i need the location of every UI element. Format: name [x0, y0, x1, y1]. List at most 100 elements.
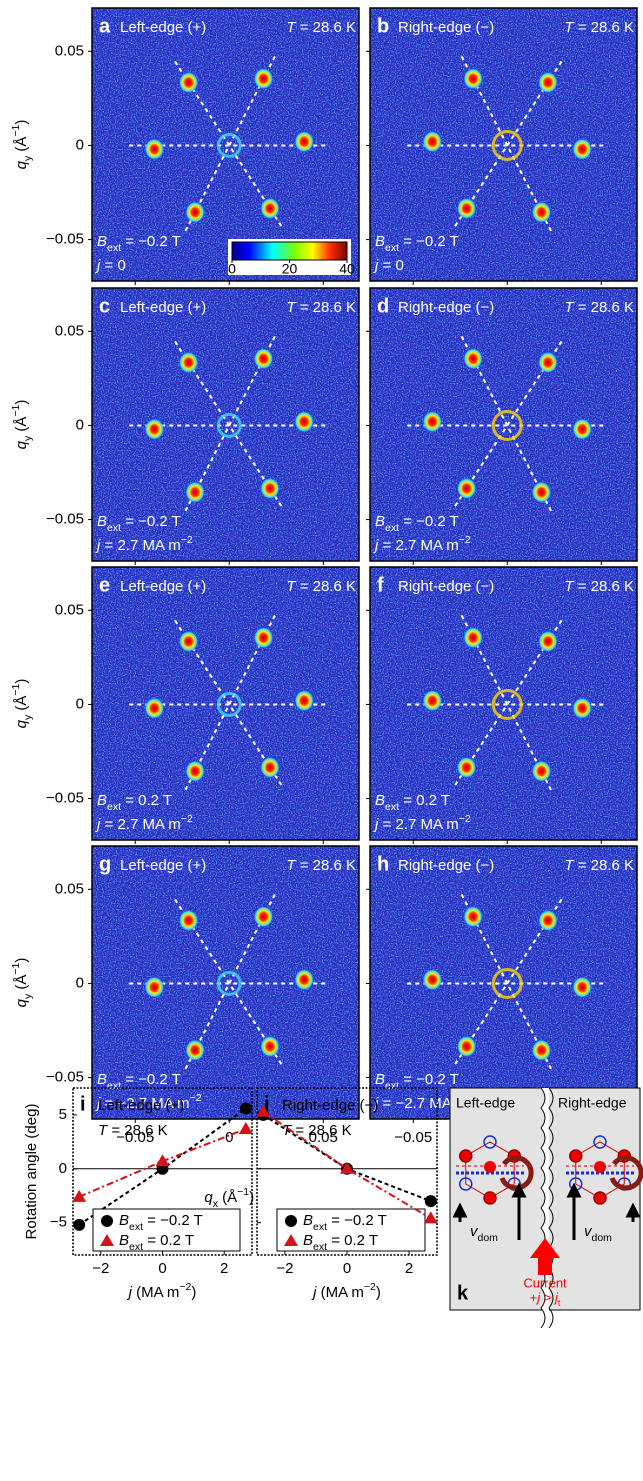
- y-tick-label: 0.05: [55, 601, 84, 618]
- y-tick-label: 0: [76, 974, 84, 991]
- current-label: j = 2.7 MA m−2: [95, 813, 193, 833]
- x-axis-label-part: −1: [237, 1186, 249, 1198]
- temperature-label: T = 28.6 K: [286, 299, 356, 316]
- temperature-label: T = 28.6 K: [564, 578, 634, 595]
- bragg-spot: [572, 976, 593, 999]
- bragg-spot: [294, 130, 315, 153]
- legend-box: [92, 1208, 241, 1252]
- field-label: Bext = −0.2 T: [375, 513, 459, 534]
- temperature-label-part: T: [564, 299, 575, 316]
- field-label-part: B: [375, 233, 385, 250]
- chart-title: Right-edge (−): [282, 1097, 378, 1114]
- current-label: j = 2.7 MA m−2: [373, 534, 471, 554]
- bragg-spot: [422, 689, 443, 712]
- bragg-spot: [572, 697, 593, 720]
- beam-ring: [491, 129, 523, 161]
- temperature-label-part: T: [564, 19, 575, 36]
- beam-ring: [216, 132, 242, 158]
- field-label-part: B: [375, 513, 385, 530]
- x-axis-label-part: (MA m: [316, 1284, 364, 1301]
- bragg-spot: [259, 197, 280, 220]
- bragg-spot: [456, 477, 477, 500]
- y-axis-label-part: (Å: [13, 975, 30, 994]
- temperature-label: T = 28.6 K: [286, 857, 356, 874]
- bragg-spot: [456, 1035, 477, 1058]
- bragg-spot: [185, 1039, 206, 1062]
- x-tick-label: 0: [158, 1260, 166, 1277]
- x-axis-label-part: ): [191, 1284, 196, 1301]
- skyrmion: [594, 1161, 606, 1173]
- rotation-arrow: [609, 1155, 643, 1191]
- y-axis-label: qy (Å−1): [10, 958, 34, 1008]
- legend-label-part: = −0.2 T: [143, 1212, 203, 1229]
- bragg-spot: [144, 418, 165, 441]
- temperature-label-part: = 28.6 K: [296, 299, 356, 316]
- bragg-spot: [531, 1039, 552, 1062]
- bragg-spot: [253, 626, 274, 649]
- x-axis-label-part: −2: [179, 1281, 191, 1293]
- field-label-part: ext: [107, 522, 121, 534]
- x-axis-label: j (MA m−2): [127, 1281, 197, 1301]
- data-point: [155, 1154, 170, 1167]
- legend-marker: [284, 1234, 298, 1246]
- skyrmion: [459, 1149, 473, 1163]
- bragg-spot: [144, 976, 165, 999]
- current-label-part: −2: [181, 534, 193, 546]
- bragg-spot: [531, 481, 552, 504]
- temperature-label-part: = 28.6 K: [574, 578, 634, 595]
- plot-frame: [256, 1087, 438, 1256]
- x-tick-label: −0.05: [116, 1129, 154, 1146]
- field-label-part: B: [97, 1071, 107, 1088]
- bragg-spot: [463, 347, 484, 370]
- y-tick-label: −0.05: [46, 511, 84, 528]
- legend-label-part: = −0.2 T: [327, 1212, 387, 1229]
- temperature-label-part: = 28.6 K: [296, 578, 356, 595]
- y-tick-label: 5: [59, 1106, 67, 1123]
- field-label-part: B: [97, 233, 107, 250]
- field-label-part: ext: [385, 801, 399, 813]
- temperature-label-part: = 28.6 K: [574, 299, 634, 316]
- current-label-part: −2: [190, 1092, 202, 1104]
- rotation-arrow: [499, 1155, 534, 1191]
- current-label: Current: [523, 1275, 567, 1290]
- y-axis-label-part: ): [13, 679, 30, 684]
- temperature-label-part: = 28.6 K: [107, 1122, 167, 1139]
- bragg-spot: [537, 630, 558, 653]
- skyrmion-open: [483, 1135, 497, 1149]
- domain-wall: [548, 1087, 554, 1329]
- edge-label: Left-edge (+): [120, 19, 206, 36]
- velocity-label-part: v: [470, 1223, 479, 1240]
- panel-frame: [91, 566, 360, 841]
- panel-letter: e: [99, 574, 110, 596]
- panel-frame: [369, 287, 638, 562]
- current-condition-part: j: [535, 1290, 541, 1305]
- velocity-label: vdom: [470, 1223, 498, 1244]
- x-tick-label: −0.05: [394, 1129, 432, 1146]
- colorbar-tick-label: 20: [282, 261, 298, 277]
- temperature-label-part: = 28.6 K: [296, 19, 356, 36]
- bragg-spot: [259, 1035, 280, 1058]
- legend-label: Bext = −0.2 T: [119, 1212, 203, 1233]
- bragg-spot: [572, 418, 593, 441]
- bragg-spot: [259, 477, 280, 500]
- current-condition-part: j: [553, 1290, 559, 1305]
- field-label: Bext = 0.2 T: [375, 792, 450, 813]
- data-point: [256, 1104, 271, 1117]
- bragg-spot: [531, 201, 552, 224]
- velocity-label: vdom: [584, 1223, 612, 1244]
- bragg-spot: [253, 905, 274, 928]
- y-tick-label: 0: [59, 1160, 67, 1177]
- current-label-part: = 2.7 MA m: [378, 537, 458, 554]
- current-label-part: j: [373, 257, 379, 274]
- field-label-part: B: [97, 513, 107, 530]
- field-label-part: = 0.2 T: [121, 792, 172, 809]
- bragg-spot: [456, 756, 477, 779]
- temperature-label: T = 28.6 K: [98, 1122, 168, 1139]
- current-condition-part: t: [558, 1298, 561, 1308]
- beam-ring: [491, 688, 523, 720]
- y-tick-label: −0.05: [46, 790, 84, 807]
- field-label-part: = −0.2 T: [121, 513, 181, 530]
- edge-label: Right-edge (−): [398, 19, 494, 36]
- beam-ring: [216, 412, 242, 438]
